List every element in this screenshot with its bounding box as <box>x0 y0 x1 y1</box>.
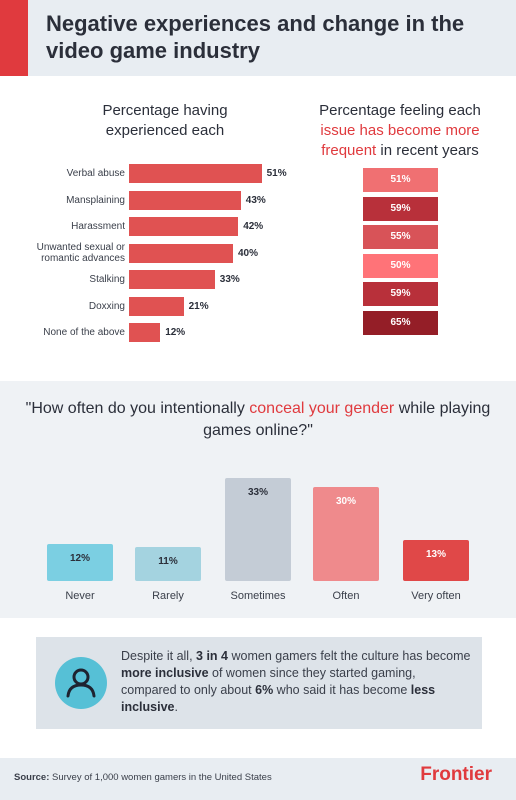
bar-value-label: 42% <box>243 221 264 232</box>
bar <box>135 546 201 581</box>
bar-label: Stalking <box>89 274 125 285</box>
bar-value-label: 13% <box>425 549 446 561</box>
bar-label: None of the above <box>43 327 125 338</box>
person-icon <box>55 657 107 709</box>
page-title: Negative experiences and change in the v… <box>46 11 465 63</box>
bar <box>129 243 233 263</box>
footer: Source: Survey of 1,000 women gamers in … <box>0 758 516 800</box>
source-note: Source: Survey of 1,000 women gamers in … <box>14 772 272 783</box>
bar-value-label: 40% <box>238 247 259 259</box>
bar-value-label: 33% <box>219 274 240 285</box>
callout-box: Despite it all, 3 in 4 women gamers felt… <box>36 637 482 729</box>
bar <box>129 296 184 316</box>
header: Negative experiences and change in the v… <box>0 0 516 76</box>
frequency-cell: 59% <box>363 196 438 221</box>
bar-value-label: 43% <box>245 194 266 206</box>
bar <box>129 217 239 236</box>
bar <box>129 164 262 183</box>
right-chart-title: Percentage feeling each issue has become… <box>319 102 481 159</box>
bar <box>129 323 161 342</box>
bar-label: Doxxing <box>88 300 125 312</box>
bar <box>129 190 241 210</box>
frontier-logo: Frontier <box>420 764 492 785</box>
category-label: Never <box>65 590 95 602</box>
bar <box>47 543 113 581</box>
frequency-cell: 59% <box>363 282 438 306</box>
frequency-cell: 51% <box>363 168 438 192</box>
category-label: Rarely <box>152 590 184 602</box>
header-accent-bar <box>0 0 28 76</box>
bar-value-label: 33% <box>247 487 268 499</box>
bar-label: Mansplaining <box>66 194 125 206</box>
bar-value-label: 11% <box>158 555 178 567</box>
bar <box>225 478 291 581</box>
bar-value-label: 12% <box>165 327 186 338</box>
bar-value-label: 51% <box>266 168 287 179</box>
bar-value-label: 21% <box>188 300 209 312</box>
bar-value-label: 30% <box>335 496 356 508</box>
bar <box>403 540 469 581</box>
bar-value-label: 12% <box>69 552 90 564</box>
bar-label: Verbal abuse <box>66 168 125 179</box>
category-label: Very often <box>411 590 461 602</box>
category-label: Sometimes <box>230 590 286 602</box>
category-label: Often <box>332 590 360 602</box>
bar <box>313 487 379 581</box>
callout-text: Despite it all, 3 in 4 women gamers felt… <box>121 649 471 714</box>
question-title: "How often do you intentionally conceal … <box>25 400 491 439</box>
bar-label: Harassment <box>71 221 125 232</box>
frequency-cell: 55% <box>363 225 438 249</box>
left-chart-title: Percentage having experienced each <box>102 102 228 139</box>
frequency-cell: 65% <box>363 310 438 335</box>
bar <box>129 270 215 289</box>
bar-label: Unwanted sexual or romantic advances <box>36 242 125 264</box>
frequency-cell: 50% <box>363 253 438 278</box>
